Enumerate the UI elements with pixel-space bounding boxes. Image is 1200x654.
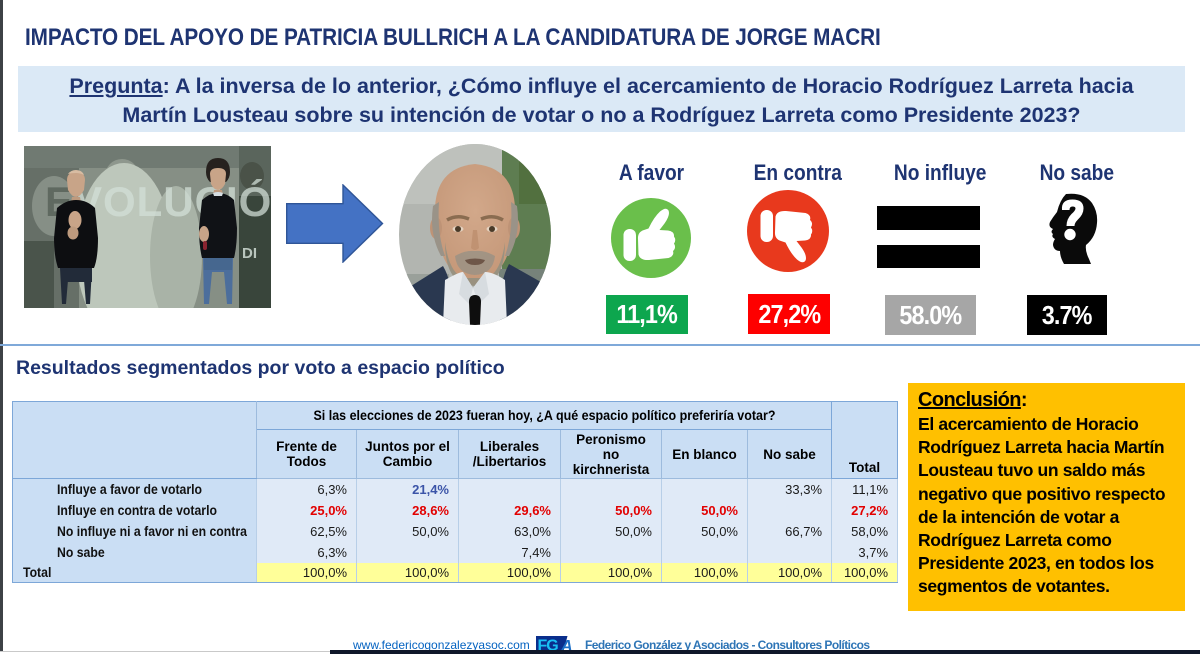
svg-text:DI: DI xyxy=(242,245,257,262)
svg-text:VOLUCIÓ: VOLUCIÓ xyxy=(74,177,271,225)
svg-text:FG: FG xyxy=(538,638,559,654)
svg-text:A: A xyxy=(560,638,573,653)
